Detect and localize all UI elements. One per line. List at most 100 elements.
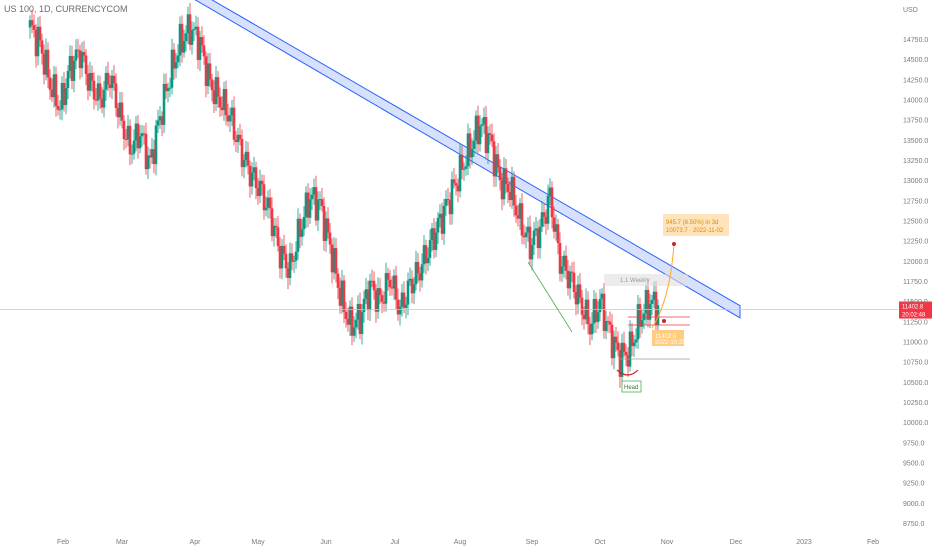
candle xyxy=(310,187,314,211)
candle-body xyxy=(58,109,62,111)
candle-body xyxy=(196,26,200,60)
candle xyxy=(74,39,78,69)
candle xyxy=(180,15,184,63)
candle xyxy=(604,310,608,340)
y-tick-label: 12750.0 xyxy=(903,198,928,205)
candle-body xyxy=(280,245,284,269)
candle-body xyxy=(464,166,468,169)
candle-body xyxy=(656,305,660,325)
candle-body xyxy=(374,290,378,312)
candle-body xyxy=(434,232,438,250)
candle-body xyxy=(34,29,38,57)
candle xyxy=(630,323,634,357)
candle xyxy=(70,45,74,90)
candle-body xyxy=(168,87,172,89)
candle xyxy=(368,273,372,321)
candle xyxy=(362,290,366,323)
candle xyxy=(104,66,108,101)
candle xyxy=(284,244,288,278)
candle xyxy=(638,297,642,338)
candle-body xyxy=(202,45,206,57)
candle xyxy=(570,262,574,282)
candle-body xyxy=(118,102,122,118)
candle-body xyxy=(112,75,116,84)
candle xyxy=(522,224,526,245)
candle-body xyxy=(68,56,72,71)
candle xyxy=(566,260,570,296)
candle xyxy=(424,239,428,275)
candle xyxy=(334,238,338,283)
currency-label: USD xyxy=(903,7,918,14)
candle-body xyxy=(602,293,606,331)
candle xyxy=(466,123,470,176)
candle xyxy=(168,77,172,98)
candle-body xyxy=(292,260,296,262)
candle xyxy=(432,218,436,259)
candle-body xyxy=(386,273,390,280)
candle xyxy=(560,256,564,282)
candle-body xyxy=(84,55,88,75)
candle-body xyxy=(474,115,478,141)
candle xyxy=(30,9,34,34)
candle xyxy=(350,297,354,346)
candle-body xyxy=(344,311,348,319)
candle xyxy=(276,216,280,252)
candle-body xyxy=(348,306,352,325)
candle xyxy=(88,61,92,97)
x-tick-label: Feb xyxy=(57,539,69,546)
y-tick-label: 11500.0 xyxy=(903,299,928,306)
candle-body xyxy=(612,336,616,359)
candle-body xyxy=(184,33,188,42)
candle-body xyxy=(250,172,254,187)
candle xyxy=(194,15,198,36)
candle-body xyxy=(424,245,428,264)
candle xyxy=(240,129,244,177)
candle xyxy=(596,301,600,329)
candle xyxy=(542,203,546,227)
candle-body xyxy=(232,107,236,140)
level-point xyxy=(662,319,666,323)
candle xyxy=(248,160,252,198)
x-tick-label: Mar xyxy=(116,539,129,546)
y-tick-label: 12000.0 xyxy=(903,259,928,266)
candle-body xyxy=(550,187,554,218)
candle xyxy=(594,292,598,333)
x-tick-label: Apr xyxy=(190,539,202,546)
y-tick-label: 11000.0 xyxy=(903,340,928,347)
candle xyxy=(46,42,50,89)
candle-body xyxy=(76,49,80,51)
candle xyxy=(586,291,590,335)
candle-body xyxy=(224,89,228,116)
candle xyxy=(508,180,512,207)
candle-body xyxy=(62,82,66,106)
candle-body xyxy=(108,84,112,89)
candle xyxy=(360,304,364,345)
candle-body xyxy=(130,153,134,155)
candle xyxy=(328,223,332,254)
candle xyxy=(178,16,182,67)
candle-body xyxy=(528,226,532,260)
candle xyxy=(646,279,650,328)
candle-body xyxy=(486,133,490,154)
candle-body xyxy=(236,134,240,143)
candle xyxy=(384,262,388,312)
candle-body xyxy=(304,192,308,217)
candle xyxy=(48,69,52,100)
candle xyxy=(464,155,468,176)
y-tick-label: 9250.0 xyxy=(903,481,925,488)
candle-body xyxy=(234,139,238,143)
left-sublabel: 2022-10-29 xyxy=(655,340,686,346)
candle-body xyxy=(428,240,432,258)
candle-body xyxy=(174,62,178,69)
candle xyxy=(42,44,46,85)
candle-body xyxy=(452,179,456,184)
candle-body xyxy=(170,49,174,88)
candle xyxy=(96,75,100,111)
candle xyxy=(140,125,144,147)
candle xyxy=(274,218,278,238)
candle-body xyxy=(650,299,654,304)
candle-body xyxy=(480,124,484,127)
candle-body xyxy=(416,261,420,274)
candle xyxy=(290,243,294,271)
